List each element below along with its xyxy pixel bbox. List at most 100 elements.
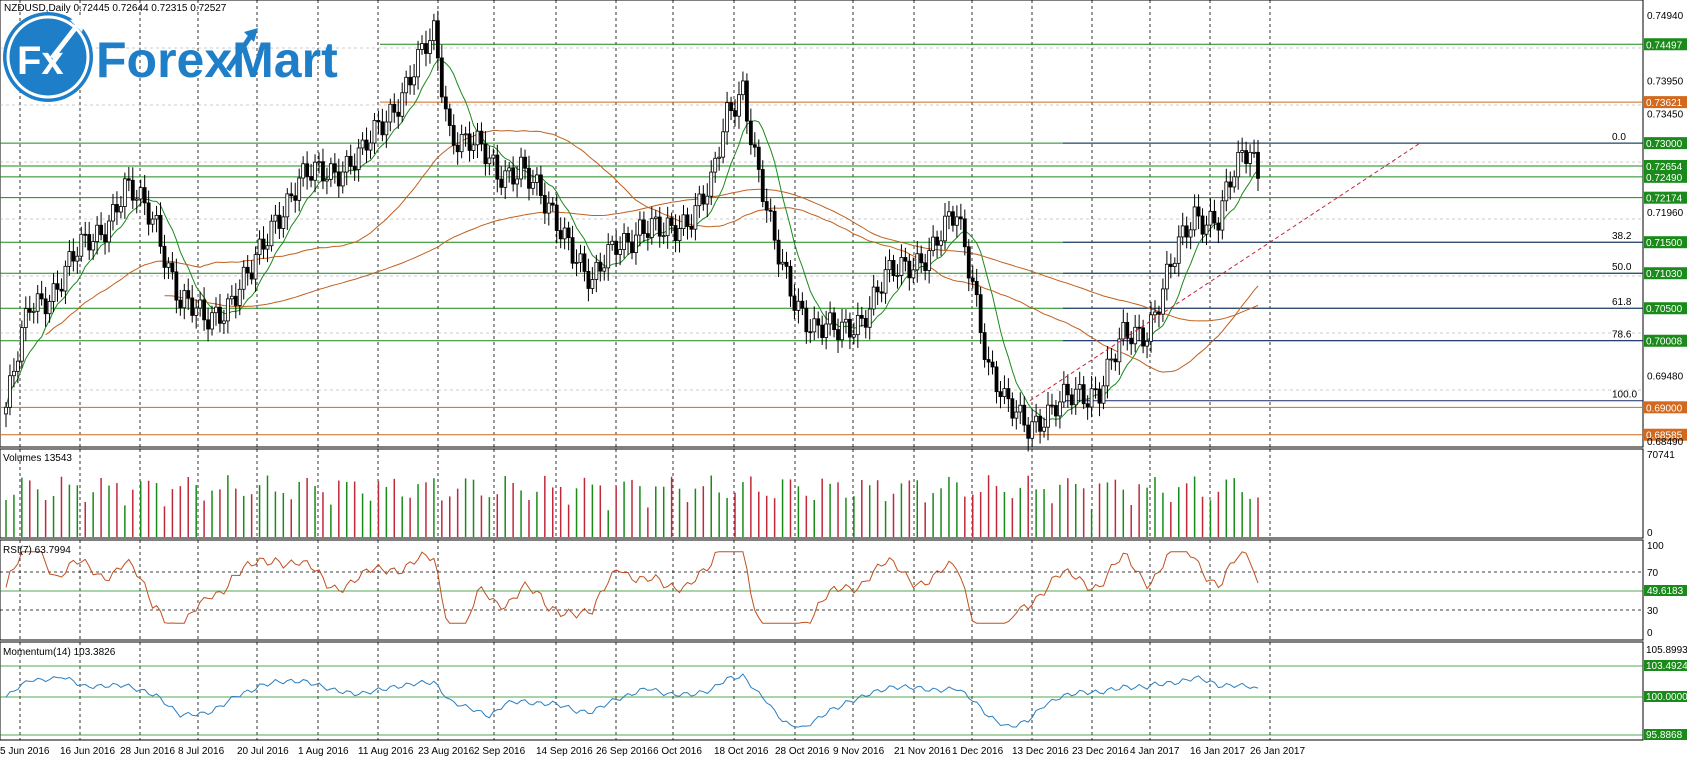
candle-body xyxy=(954,216,959,226)
candle-body xyxy=(982,332,987,360)
candle-body xyxy=(463,133,468,136)
candle-body xyxy=(83,233,88,236)
candle-body xyxy=(79,233,84,257)
fibo-label: 100.0 xyxy=(1612,390,1637,401)
candle-body xyxy=(301,163,306,179)
candle-body xyxy=(665,217,670,237)
candle-body xyxy=(424,43,428,54)
date-label: 1 Aug 2016 xyxy=(298,746,349,757)
candle-body xyxy=(420,43,424,50)
candle-body xyxy=(1105,358,1110,387)
candle-body xyxy=(713,157,718,173)
price-level-label: 0.73621 xyxy=(1646,98,1683,109)
candle-body xyxy=(1014,411,1019,419)
candlesticks xyxy=(4,10,1260,452)
candle-body xyxy=(35,293,40,312)
candle-body xyxy=(630,241,634,253)
candle-body xyxy=(844,318,848,323)
candle-body xyxy=(947,211,951,217)
candle-body xyxy=(190,297,195,316)
candle-body xyxy=(368,142,373,151)
candle-body xyxy=(71,251,76,262)
candle-body xyxy=(1244,150,1249,164)
candle-body xyxy=(340,171,345,187)
candle-body xyxy=(467,133,472,151)
rsi-pane[interactable] xyxy=(0,539,1644,641)
candle-body xyxy=(59,288,64,292)
momentum-pane[interactable] xyxy=(0,641,1644,741)
candle-body xyxy=(225,298,230,322)
candle-body xyxy=(174,271,179,301)
trend-line[interactable] xyxy=(1029,142,1421,402)
candle-body xyxy=(1069,394,1074,406)
candle-body xyxy=(634,234,638,253)
candle-body xyxy=(293,195,298,201)
candle-body xyxy=(717,156,722,159)
candle-body xyxy=(673,225,678,242)
price-level-label: 0.70008 xyxy=(1646,337,1683,348)
price-level-label: 0.68585 xyxy=(1646,431,1683,442)
fibonacci-retracement[interactable]: 0.0 38.2 50.0 61.8 78.6 100.0 xyxy=(1063,132,1643,402)
forexmart-logo: Fx ForexMart xyxy=(3,12,338,102)
candle-body xyxy=(626,233,630,243)
candle-body xyxy=(1248,151,1252,164)
candle-body xyxy=(602,267,607,272)
candle-body xyxy=(677,228,682,242)
candle-body xyxy=(1022,404,1027,426)
date-label: 2 Sep 2016 xyxy=(474,746,526,757)
candle-body xyxy=(178,299,183,309)
candle-body xyxy=(1224,181,1229,202)
candle-body xyxy=(915,253,920,271)
candle-body xyxy=(1018,404,1023,413)
candle-body xyxy=(229,295,234,300)
candle-body xyxy=(606,244,611,269)
candle-body xyxy=(653,216,658,220)
candle-body xyxy=(202,299,207,321)
candle-body xyxy=(1192,206,1197,231)
rsi-scale-70: 70 xyxy=(1647,568,1659,579)
candle-body xyxy=(443,96,448,110)
candle-body xyxy=(618,249,623,255)
candle-body xyxy=(1232,176,1237,188)
candle-body xyxy=(1240,150,1245,153)
candle-body xyxy=(182,290,187,309)
momentum-scale: 105.8993 103.4924 100.0000 95.8868 xyxy=(1644,645,1687,741)
candle-body xyxy=(1061,383,1066,403)
price-level-label: 0.69000 xyxy=(1646,403,1683,414)
candle-body xyxy=(943,215,947,242)
candle-body xyxy=(772,210,777,241)
candle-body xyxy=(344,155,349,173)
candle-body xyxy=(725,102,729,133)
candle-body xyxy=(1030,421,1035,439)
price-scale-label: 0.69480 xyxy=(1647,372,1684,383)
candle-body xyxy=(1034,415,1039,423)
price-scale-label: 0.73450 xyxy=(1647,109,1684,120)
candle-body xyxy=(760,169,765,202)
date-label: 26 Sep 2016 xyxy=(596,746,653,757)
candle-body xyxy=(475,130,480,146)
date-label: 16 Jun 2016 xyxy=(60,746,115,757)
candle-body xyxy=(863,317,868,328)
candle-body xyxy=(507,167,512,172)
candle-body xyxy=(1125,321,1130,339)
candle-body xyxy=(970,277,975,282)
candle-body xyxy=(150,218,155,225)
candle-body xyxy=(313,161,317,181)
candle-body xyxy=(685,214,690,227)
candle-body xyxy=(527,167,531,189)
candle-body xyxy=(39,293,44,300)
candle-body xyxy=(994,366,999,393)
candle-body xyxy=(515,178,520,185)
candle-body xyxy=(1188,229,1193,238)
candle-body xyxy=(1129,337,1134,345)
rsi-scale-100: 100 xyxy=(1647,541,1664,552)
price-pane[interactable] xyxy=(0,0,1644,448)
candle-body xyxy=(1042,426,1046,432)
candle-body xyxy=(400,92,405,117)
candle-body xyxy=(836,329,840,341)
candle-body xyxy=(404,76,409,94)
candle-body xyxy=(558,230,563,240)
candle-body xyxy=(269,220,274,247)
candle-body xyxy=(705,195,710,205)
